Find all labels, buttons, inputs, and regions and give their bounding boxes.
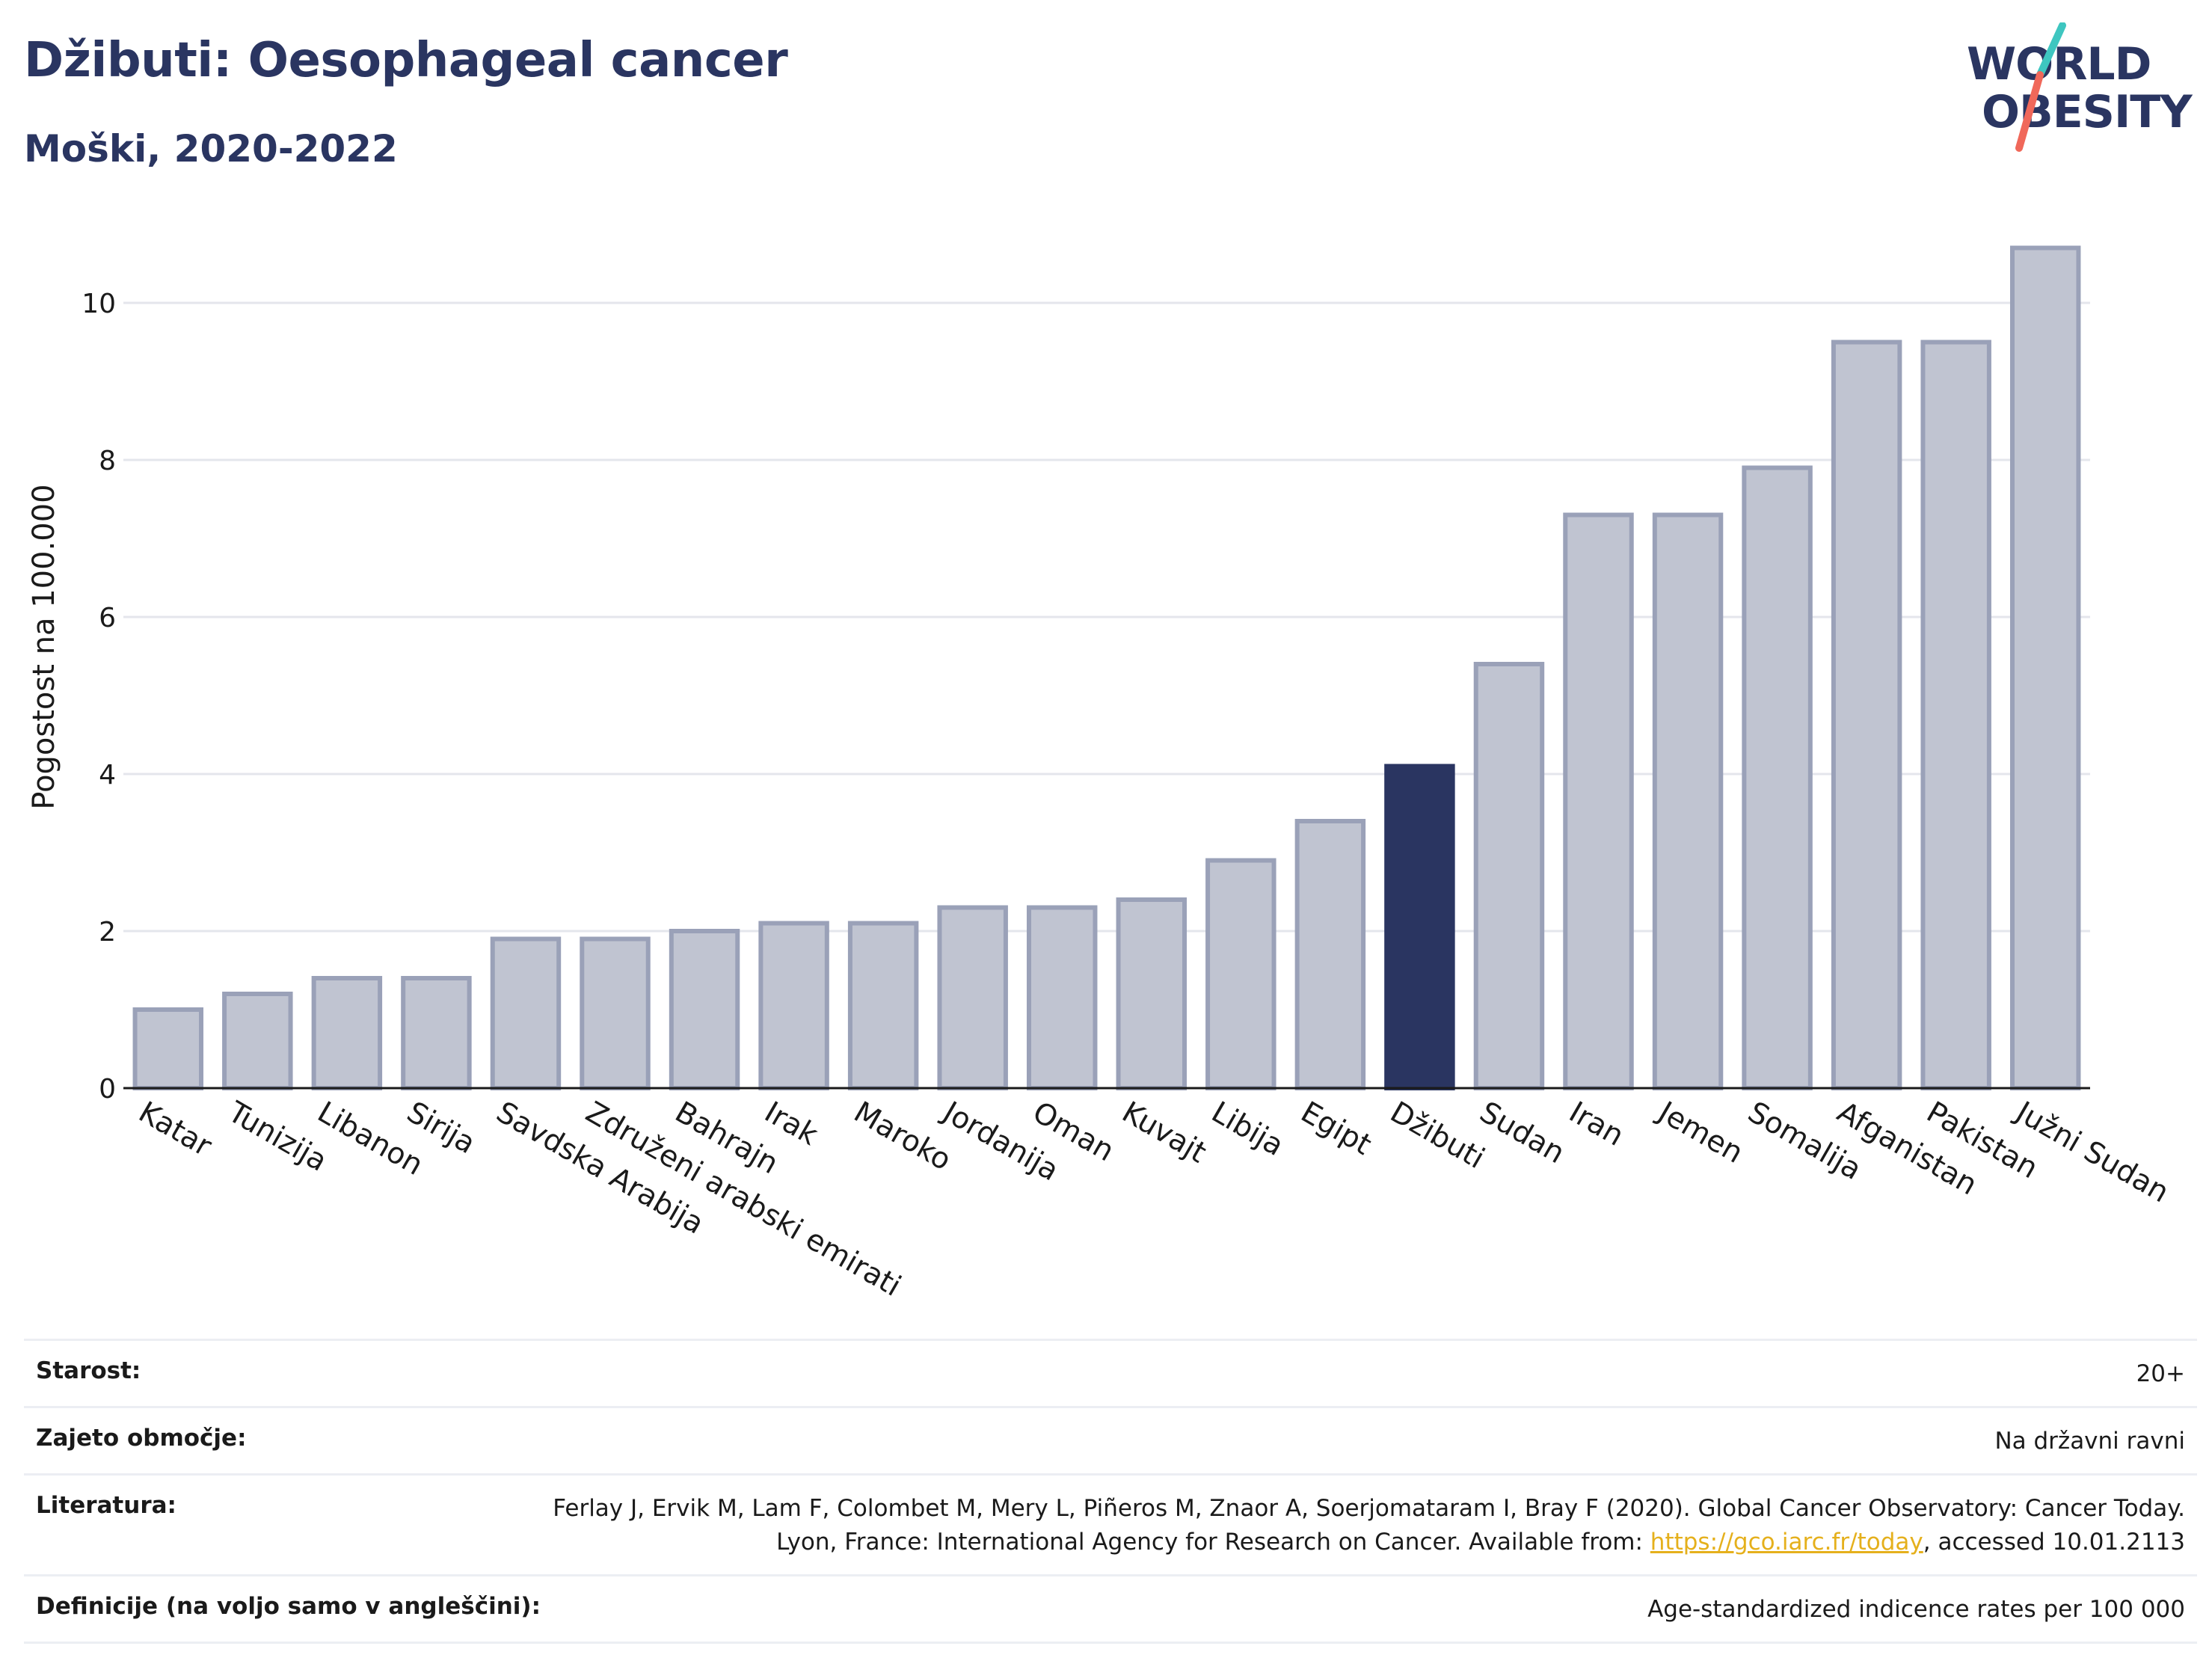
bar[interactable]: [1742, 465, 1813, 1090]
bar[interactable]: [1116, 897, 1188, 1090]
meta-row-definitions: Definicije (na voljo samo v angleščini):…: [24, 1573, 2197, 1644]
bar[interactable]: [847, 921, 919, 1090]
x-tick-label: Egipt: [1295, 1096, 1377, 1162]
coverage-label: Zajeto območje:: [36, 1424, 247, 1452]
bar[interactable]: [758, 921, 829, 1090]
bar[interactable]: [1026, 905, 1098, 1090]
x-tick-label: Maroko: [848, 1096, 956, 1178]
chart-title: Džibuti: Oesophageal cancer: [24, 33, 788, 88]
meta-row-references: Literatura: Ferlay J, Ervik M, Lam F, Co…: [24, 1473, 2197, 1574]
bar[interactable]: [401, 976, 472, 1090]
y-tick-label: 10: [82, 289, 116, 319]
bar[interactable]: [132, 1007, 204, 1090]
logo-line-1: WORLD: [1967, 38, 2151, 90]
logo-line-2: OBESITY: [1982, 86, 2193, 138]
x-tick-label: Sudan: [1474, 1096, 1570, 1170]
logo-slash-icon: [2015, 22, 2066, 152]
world-obesity-logo: WORLD OBESITY: [1944, 22, 2199, 157]
bar[interactable]: [1473, 662, 1545, 1090]
x-tick-label: Iran: [1564, 1096, 1629, 1153]
references-link[interactable]: https://gco.iarc.fr/today: [1650, 1528, 1923, 1556]
bar[interactable]: [311, 976, 383, 1090]
x-tick-label: Katar: [133, 1096, 218, 1164]
metadata-table: Starost: 20+ Zajeto območje: Na državni …: [24, 1339, 2197, 1644]
references-text-2: , accessed 10.01.2113: [1923, 1528, 2185, 1556]
x-tick-label: Jemen: [1650, 1094, 1748, 1170]
bar[interactable]: [669, 929, 740, 1090]
y-tick-label: 4: [99, 760, 116, 790]
bar[interactable]: [937, 905, 1008, 1090]
references-text-1: Ferlay J, Ervik M, Lam F, Colombet M, Me…: [553, 1494, 2185, 1556]
y-tick-label: 0: [99, 1074, 116, 1105]
references-label: Literatura:: [36, 1491, 176, 1519]
meta-row-age: Starost: 20+: [24, 1339, 2197, 1406]
y-tick-label: 6: [99, 603, 116, 633]
bar[interactable]: [1384, 764, 1455, 1090]
y-tick-label: 2: [99, 917, 116, 948]
coverage-value: Na državni ravni: [1994, 1427, 2185, 1455]
y-axis-ticks: 0 2 4 6 8 10: [82, 289, 116, 1105]
definitions-value: Age-standardized indicence rates per 100…: [1647, 1595, 2185, 1623]
bar[interactable]: [1920, 340, 1991, 1090]
chart-subtitle: Moški, 2020-2022: [24, 127, 398, 171]
bar[interactable]: [1831, 340, 1902, 1090]
bar[interactable]: [1563, 512, 1634, 1090]
bar[interactable]: [2009, 245, 2081, 1090]
x-tick-label: Kuvajt: [1116, 1096, 1212, 1170]
bar[interactable]: [580, 936, 651, 1090]
references-value: Ferlay J, Ervik M, Lam F, Colombet M, Me…: [510, 1492, 2185, 1559]
meta-row-coverage: Zajeto območje: Na državni ravni: [24, 1405, 2197, 1473]
y-axis-label: Pogostost na 100.000: [27, 484, 61, 809]
bar[interactable]: [1205, 858, 1276, 1090]
bars: [132, 245, 2081, 1090]
bar[interactable]: [490, 936, 562, 1090]
x-tick-label: Tunizija: [221, 1095, 332, 1179]
bar[interactable]: [1652, 512, 1724, 1090]
bar[interactable]: [1294, 819, 1366, 1090]
definitions-label: Definicije (na voljo samo v angleščini):: [36, 1592, 541, 1620]
age-label: Starost:: [36, 1357, 141, 1384]
x-tick-label: Džibuti: [1384, 1096, 1490, 1176]
age-value: 20+: [2136, 1360, 2185, 1387]
x-tick-label: Libija: [1205, 1096, 1289, 1163]
bar[interactable]: [222, 992, 293, 1090]
y-tick-label: 8: [99, 446, 116, 476]
